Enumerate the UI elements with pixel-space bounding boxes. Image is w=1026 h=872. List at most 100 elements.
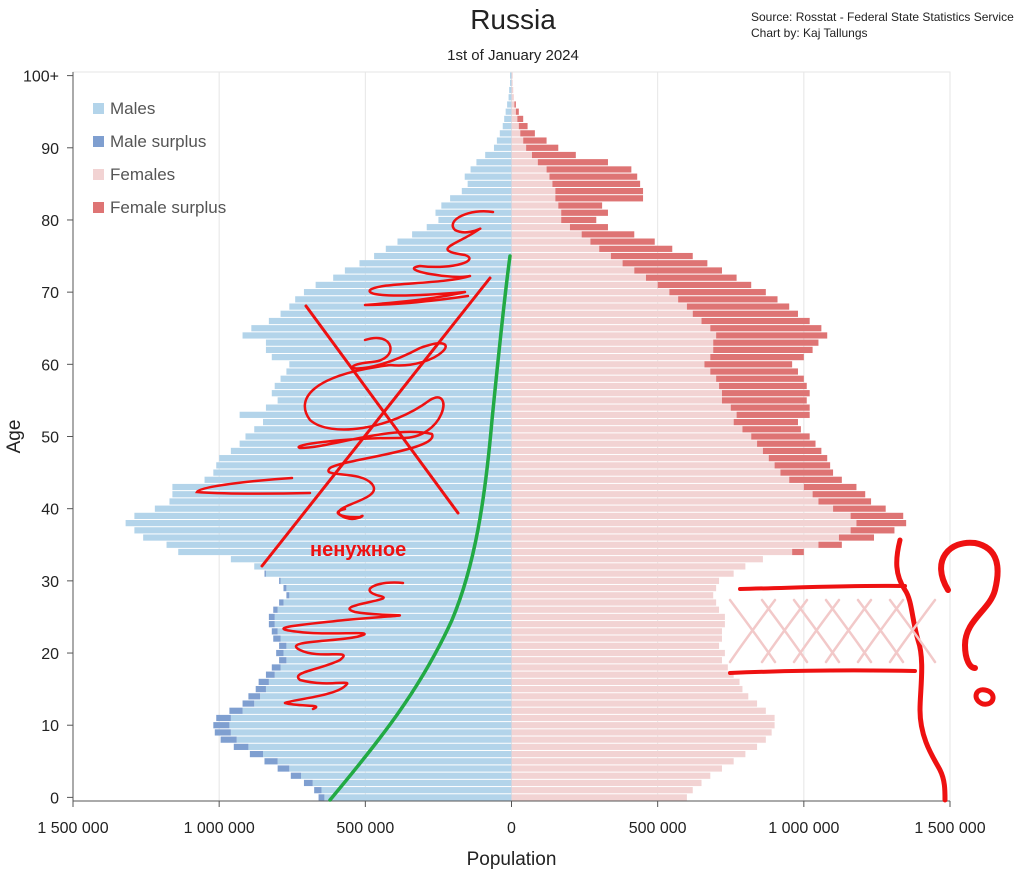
bar-female-surplus-age-82 <box>558 202 603 209</box>
bar-male-age-50 <box>245 433 512 440</box>
bar-female-age-44 <box>511 476 790 483</box>
hatch-stroke-b-3 <box>824 598 873 664</box>
y-axis-title: Age <box>4 420 25 454</box>
bar-female-age-28 <box>511 592 714 599</box>
bar-male-surplus-age-3 <box>290 772 302 779</box>
bar-male-age-15 <box>265 686 512 693</box>
scribble-lower <box>282 581 405 711</box>
bar-male-surplus-age-8 <box>220 736 237 743</box>
bar-female-age-49 <box>511 440 758 447</box>
bar-male-age-10 <box>229 722 512 729</box>
bar-male-age-17 <box>274 671 512 678</box>
bar-female-surplus-age-56 <box>721 390 810 397</box>
bar-male-age-57 <box>274 382 512 390</box>
bar-male-age-70 <box>303 289 512 296</box>
bar-male-age-90 <box>493 144 512 151</box>
bar-male-age-14 <box>260 693 512 700</box>
chart-subtitle: 1st of January 2024 <box>447 47 579 64</box>
bar-female-age-27 <box>511 599 717 606</box>
bar-female-age-79 <box>511 224 570 231</box>
bar-female-surplus-age-50 <box>751 433 810 440</box>
bar-female-surplus-age-45 <box>780 469 834 476</box>
bar-male-age-3 <box>301 772 512 779</box>
bar-male-surplus-age-29 <box>283 584 287 592</box>
y-tick-label-5: 50 <box>41 430 59 447</box>
bar-male-age-38 <box>125 520 512 527</box>
bar-female-surplus-age-63 <box>713 339 819 346</box>
bar-female-surplus-age-35 <box>818 541 842 548</box>
y-tick-label-9: 90 <box>41 141 59 158</box>
bar-female-age-34 <box>511 548 793 556</box>
legend-label-males: Males <box>110 98 156 118</box>
bar-female-age-86 <box>511 173 550 180</box>
bar-female-age-94 <box>511 115 518 123</box>
bar-male-age-5 <box>277 758 512 765</box>
bar-female-surplus-age-42 <box>812 491 866 498</box>
bar-male-age-2 <box>312 779 512 787</box>
bar-male-surplus-age-25 <box>268 613 275 621</box>
bar-female-age-42 <box>511 491 813 498</box>
x-tick-label-5: 1 000 000 <box>768 820 839 837</box>
bar-male-age-56 <box>271 390 512 397</box>
bar-female-surplus-age-79 <box>569 224 608 231</box>
bar-male-age-86 <box>464 173 512 180</box>
bar-male-age-36 <box>143 534 512 541</box>
bar-female-age-77 <box>511 238 591 245</box>
bar-female-age-66 <box>511 317 702 325</box>
bar-female-surplus-age-87 <box>546 166 632 173</box>
bar-female-age-22 <box>511 635 722 642</box>
bar-male-surplus-age-17 <box>265 671 275 678</box>
bar-male-surplus-age-6 <box>249 750 264 758</box>
bar-female-surplus-age-95 <box>515 108 519 115</box>
bar-female-age-81 <box>511 209 562 216</box>
bar-female-age-95 <box>511 108 516 115</box>
bar-female-age-83 <box>511 195 556 202</box>
bar-male-age-12 <box>242 707 512 714</box>
y-tick-label-0: 0 <box>50 790 59 807</box>
bar-male-age-31 <box>265 570 512 577</box>
bar-male-age-89 <box>485 151 512 159</box>
bar-male-age-65 <box>251 325 512 332</box>
bar-female-age-59 <box>511 368 711 375</box>
bar-male-age-61 <box>271 353 512 361</box>
bar-female-surplus-age-94 <box>517 115 524 123</box>
bar-female-surplus-age-43 <box>803 483 857 491</box>
bar-female-surplus-age-36 <box>838 534 874 541</box>
bar-male-age-41 <box>169 498 512 505</box>
bar-female-surplus-age-67 <box>692 310 798 317</box>
bar-male-age-4 <box>289 765 512 772</box>
bar-female-surplus-age-47 <box>768 455 828 462</box>
bar-male-surplus-age-20 <box>276 649 284 657</box>
bar-female-surplus-age-52 <box>733 418 798 426</box>
bar-male-age-91 <box>496 137 512 144</box>
legend-swatch-females <box>93 169 104 180</box>
bar-male-surplus-age-26 <box>273 606 278 613</box>
legend-label-females: Females <box>110 164 176 184</box>
legend-label-male-surplus: Male surplus <box>110 131 207 151</box>
legend-item-females: Females <box>93 158 226 191</box>
bar-female-surplus-age-83 <box>555 195 644 202</box>
bar-male-age-88 <box>476 159 512 166</box>
bar-female-age-50 <box>511 433 752 440</box>
bar-male-surplus-age-24 <box>268 621 275 628</box>
bar-male-surplus-age-4 <box>277 765 290 772</box>
bar-male-surplus-age-15 <box>255 686 266 693</box>
bar-male-age-1 <box>321 787 512 794</box>
bar-male-age-69 <box>295 296 512 303</box>
hatch-stroke-b-4 <box>856 598 905 664</box>
bar-female-age-72 <box>511 274 646 281</box>
bar-female-age-19 <box>511 657 722 664</box>
bar-female-age-96 <box>511 101 515 108</box>
bar-female-surplus-age-81 <box>561 209 608 216</box>
legend-item-female-surplus: Female surplus <box>93 191 226 224</box>
bar-male-age-30 <box>280 577 512 584</box>
bar-female-surplus-age-76 <box>599 245 673 252</box>
bar-female-age-58 <box>511 375 717 382</box>
bar-female-surplus-age-73 <box>634 267 722 274</box>
bar-male-age-28 <box>289 592 512 599</box>
y-tick-label-7: 70 <box>41 285 59 302</box>
bar-female-surplus-age-65 <box>710 325 822 332</box>
bar-male-age-13 <box>254 700 512 707</box>
bar-female-surplus-age-75 <box>610 252 693 260</box>
bar-male-age-35 <box>166 541 512 548</box>
